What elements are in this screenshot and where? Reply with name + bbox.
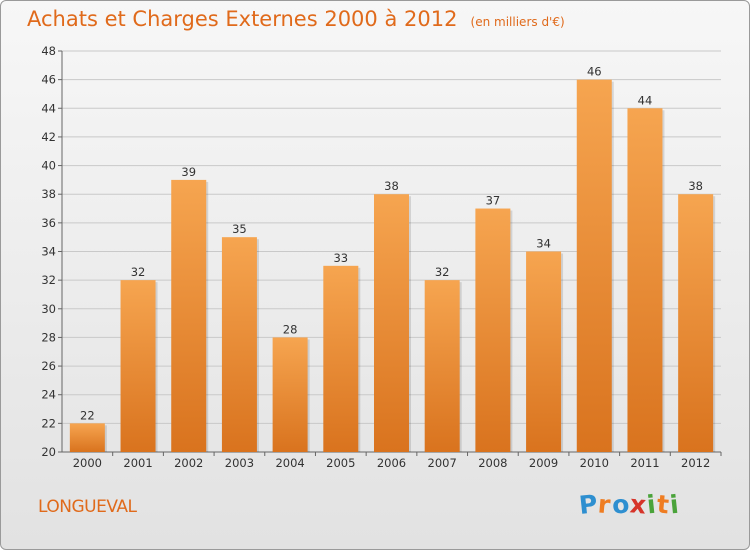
y-tick-label: 48: [41, 44, 56, 58]
bar-value-label: 38: [688, 179, 703, 193]
bar: [171, 179, 207, 452]
brand-letter: i: [668, 489, 681, 520]
bar: [526, 251, 562, 452]
y-tick-label: 24: [41, 388, 56, 402]
y-tick-label: 28: [41, 330, 56, 344]
bar: [475, 208, 511, 452]
bar-value-label: 46: [587, 65, 602, 79]
bar-value-label: 44: [638, 93, 653, 107]
bar-value-label: 35: [232, 222, 247, 236]
x-tick-label: 2011: [630, 456, 659, 470]
bar: [374, 194, 409, 452]
bar: [627, 108, 663, 453]
x-tick-label: 2002: [174, 456, 203, 470]
y-tick-label: 44: [41, 101, 56, 115]
y-tick-label: 42: [41, 130, 56, 144]
x-tick-label: 2004: [275, 456, 304, 470]
x-tick-label: 2009: [529, 456, 558, 470]
place-name: LONGUEVAL: [38, 497, 137, 517]
bar-value-label: 34: [536, 237, 551, 251]
bars: [69, 79, 716, 453]
bar-value-label: 32: [131, 265, 146, 279]
bar: [323, 265, 359, 452]
bar: [272, 337, 308, 452]
x-tick-label: 2005: [326, 456, 355, 470]
y-tick-label: 26: [41, 359, 56, 373]
chart-unit: (en milliers d'€): [470, 15, 565, 29]
x-tick-label: 2012: [681, 456, 710, 470]
x-tick-label: 2007: [428, 456, 457, 470]
bar-value-label: 22: [80, 408, 95, 422]
bar: [576, 79, 612, 453]
bar-value-label: 38: [384, 179, 399, 193]
x-tick-label: 2006: [377, 456, 406, 470]
bar-value-label: 28: [283, 322, 298, 336]
bar-value-label: 39: [181, 165, 196, 179]
y-tick-label: 32: [41, 273, 56, 287]
bar-value-label: 32: [435, 265, 450, 279]
y-tick-label: 38: [41, 187, 56, 201]
y-tick-label: 22: [41, 416, 56, 430]
y-tick-label: 20: [41, 445, 56, 459]
y-tick-label: 30: [41, 302, 56, 316]
chart-title: Achats et Charges Externes 2000 à 2012: [27, 7, 458, 31]
bar: [424, 280, 460, 452]
bar: [120, 280, 156, 452]
x-tick-label: 2003: [225, 456, 254, 470]
x-tick-label: 2000: [73, 456, 102, 470]
y-tick-label: 36: [41, 216, 56, 230]
y-tick-label: 34: [41, 245, 56, 259]
y-tick-label: 46: [41, 73, 56, 87]
bar-value-label: 33: [333, 251, 348, 265]
title-row: Achats et Charges Externes 2000 à 2012 (…: [27, 7, 565, 31]
x-tick-label: 2010: [580, 456, 609, 470]
bar: [221, 237, 257, 452]
x-tick-label: 2008: [478, 456, 507, 470]
bar-value-label: 37: [486, 194, 501, 208]
brand-logo: Proxiti: [578, 489, 681, 520]
bar: [69, 423, 105, 452]
bar: [678, 194, 714, 452]
x-tick-label: 2001: [123, 456, 152, 470]
labels: 22 32 39 35 28 33 38 32 37 34 46 44 38: [80, 65, 703, 423]
y-tick-label: 40: [41, 159, 56, 173]
